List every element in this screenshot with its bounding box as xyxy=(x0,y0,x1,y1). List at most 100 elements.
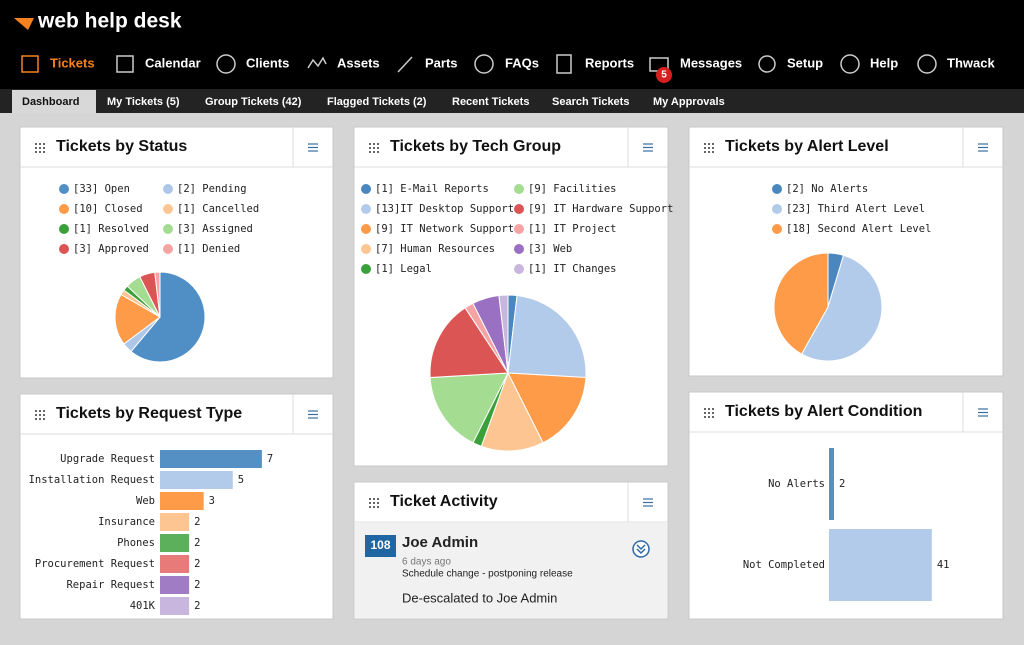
pie-slice xyxy=(773,252,829,355)
category-label: Upgrade Request xyxy=(60,453,155,465)
nav-item[interactable]: FAQs xyxy=(505,55,539,70)
nav-item[interactable]: Messages xyxy=(680,55,742,70)
category-label: Phones xyxy=(117,537,155,549)
drag-dot xyxy=(35,410,37,412)
ticket-number-box xyxy=(365,535,396,557)
drag-dot xyxy=(39,418,41,420)
assets-icon xyxy=(307,56,327,69)
nav-item[interactable]: Parts xyxy=(425,55,458,70)
value-label: 5 xyxy=(238,474,244,486)
pie-slice xyxy=(507,372,587,444)
drag-dot xyxy=(369,151,371,153)
drag-dot xyxy=(708,412,710,414)
badge-count: 5 xyxy=(661,70,667,81)
nav-item[interactable]: Clients xyxy=(246,55,289,70)
tab[interactable]: Recent Tickets xyxy=(452,96,529,108)
drag-dot xyxy=(377,143,379,145)
legend-label: [1] Denied xyxy=(177,243,240,255)
faqs-icon xyxy=(474,54,494,74)
category-label: Web xyxy=(136,495,155,507)
thwack-icon xyxy=(917,54,937,74)
nav-item[interactable]: Calendar xyxy=(145,55,201,70)
legend-label: [9] Facilities xyxy=(528,183,617,195)
drag-dot xyxy=(712,412,714,414)
drag-dot xyxy=(377,502,379,504)
drag-dot xyxy=(712,147,714,149)
drag-dot xyxy=(373,506,375,508)
legend-swatch xyxy=(772,224,782,234)
pie-slice xyxy=(507,294,587,379)
legend-swatch xyxy=(163,244,173,254)
value-label: 2 xyxy=(839,478,845,490)
legend-label: [7] Human Resources xyxy=(375,243,495,255)
legend-label: [10] Closed xyxy=(73,203,143,215)
bar xyxy=(160,450,262,468)
tab[interactable]: Flagged Tickets (2) xyxy=(327,96,427,108)
drag-dot xyxy=(377,506,379,508)
drag-dot xyxy=(43,147,45,149)
pie-slice xyxy=(800,254,883,362)
tab[interactable]: Dashboard xyxy=(22,96,79,108)
ticket-number[interactable]: 108 xyxy=(370,538,390,552)
tab[interactable]: Search Tickets xyxy=(552,96,629,108)
pie-slice xyxy=(429,372,509,444)
tab[interactable]: Group Tickets (42) xyxy=(205,96,302,108)
legend-swatch xyxy=(59,224,69,234)
legend-swatch xyxy=(59,204,69,214)
activity-time: 6 days ago xyxy=(402,557,451,568)
panel-title: Tickets by Tech Group xyxy=(390,138,561,155)
pie-slice xyxy=(154,271,161,318)
drag-dot xyxy=(39,143,41,145)
tab[interactable]: My Approvals xyxy=(653,96,725,108)
drag-dot xyxy=(704,412,706,414)
legend-label: [3] Assigned xyxy=(177,223,253,235)
tickets-icon xyxy=(21,55,39,73)
tab[interactable]: My Tickets (5) xyxy=(107,96,180,108)
nav-item[interactable]: Setup xyxy=(787,55,823,70)
drag-dot xyxy=(708,151,710,153)
pie-slice xyxy=(480,371,544,452)
nav-item[interactable]: Tickets xyxy=(50,55,95,70)
bar xyxy=(160,597,190,615)
value-label: 2 xyxy=(194,558,200,570)
active-tab xyxy=(12,90,96,113)
drag-dot xyxy=(369,147,371,149)
nav-item[interactable]: Assets xyxy=(337,55,380,70)
parts-icon xyxy=(397,56,413,73)
pie-slice xyxy=(114,293,161,345)
legend-label: [33] Open xyxy=(73,183,130,195)
legend-label: [13]IT Desktop Support xyxy=(375,203,514,215)
bar xyxy=(160,534,190,552)
drag-dot xyxy=(704,408,706,410)
legend-swatch xyxy=(361,244,371,254)
drag-dot xyxy=(369,498,371,500)
pie-slice xyxy=(429,307,509,379)
drag-dot xyxy=(35,414,37,416)
drag-dot xyxy=(43,418,45,420)
nav-item[interactable]: Thwack xyxy=(947,55,995,70)
bar xyxy=(829,448,835,520)
legend-swatch xyxy=(59,184,69,194)
legend-label: [18] Second Alert Level xyxy=(786,223,931,235)
drag-dot xyxy=(369,143,371,145)
legend-label: [2] Pending xyxy=(177,183,247,195)
drag-dot xyxy=(708,416,710,418)
value-label: 3 xyxy=(209,495,215,507)
nav-item[interactable]: Reports xyxy=(585,55,634,70)
value-label: 2 xyxy=(194,537,200,549)
drag-dot xyxy=(704,147,706,149)
drag-dot xyxy=(704,416,706,418)
calendar-icon xyxy=(116,55,134,73)
legend-label: [3] Approved xyxy=(73,243,149,255)
nav-item[interactable]: Help xyxy=(870,55,898,70)
panel-title: Tickets by Request Type xyxy=(56,405,242,422)
panel-title: Ticket Activity xyxy=(390,493,498,510)
expand-chevron xyxy=(636,544,646,555)
legend-swatch xyxy=(772,184,782,194)
drag-dot xyxy=(43,410,45,412)
panel-body xyxy=(355,523,667,618)
drag-dot xyxy=(377,151,379,153)
legend-swatch xyxy=(361,264,371,274)
drag-dot xyxy=(712,408,714,410)
